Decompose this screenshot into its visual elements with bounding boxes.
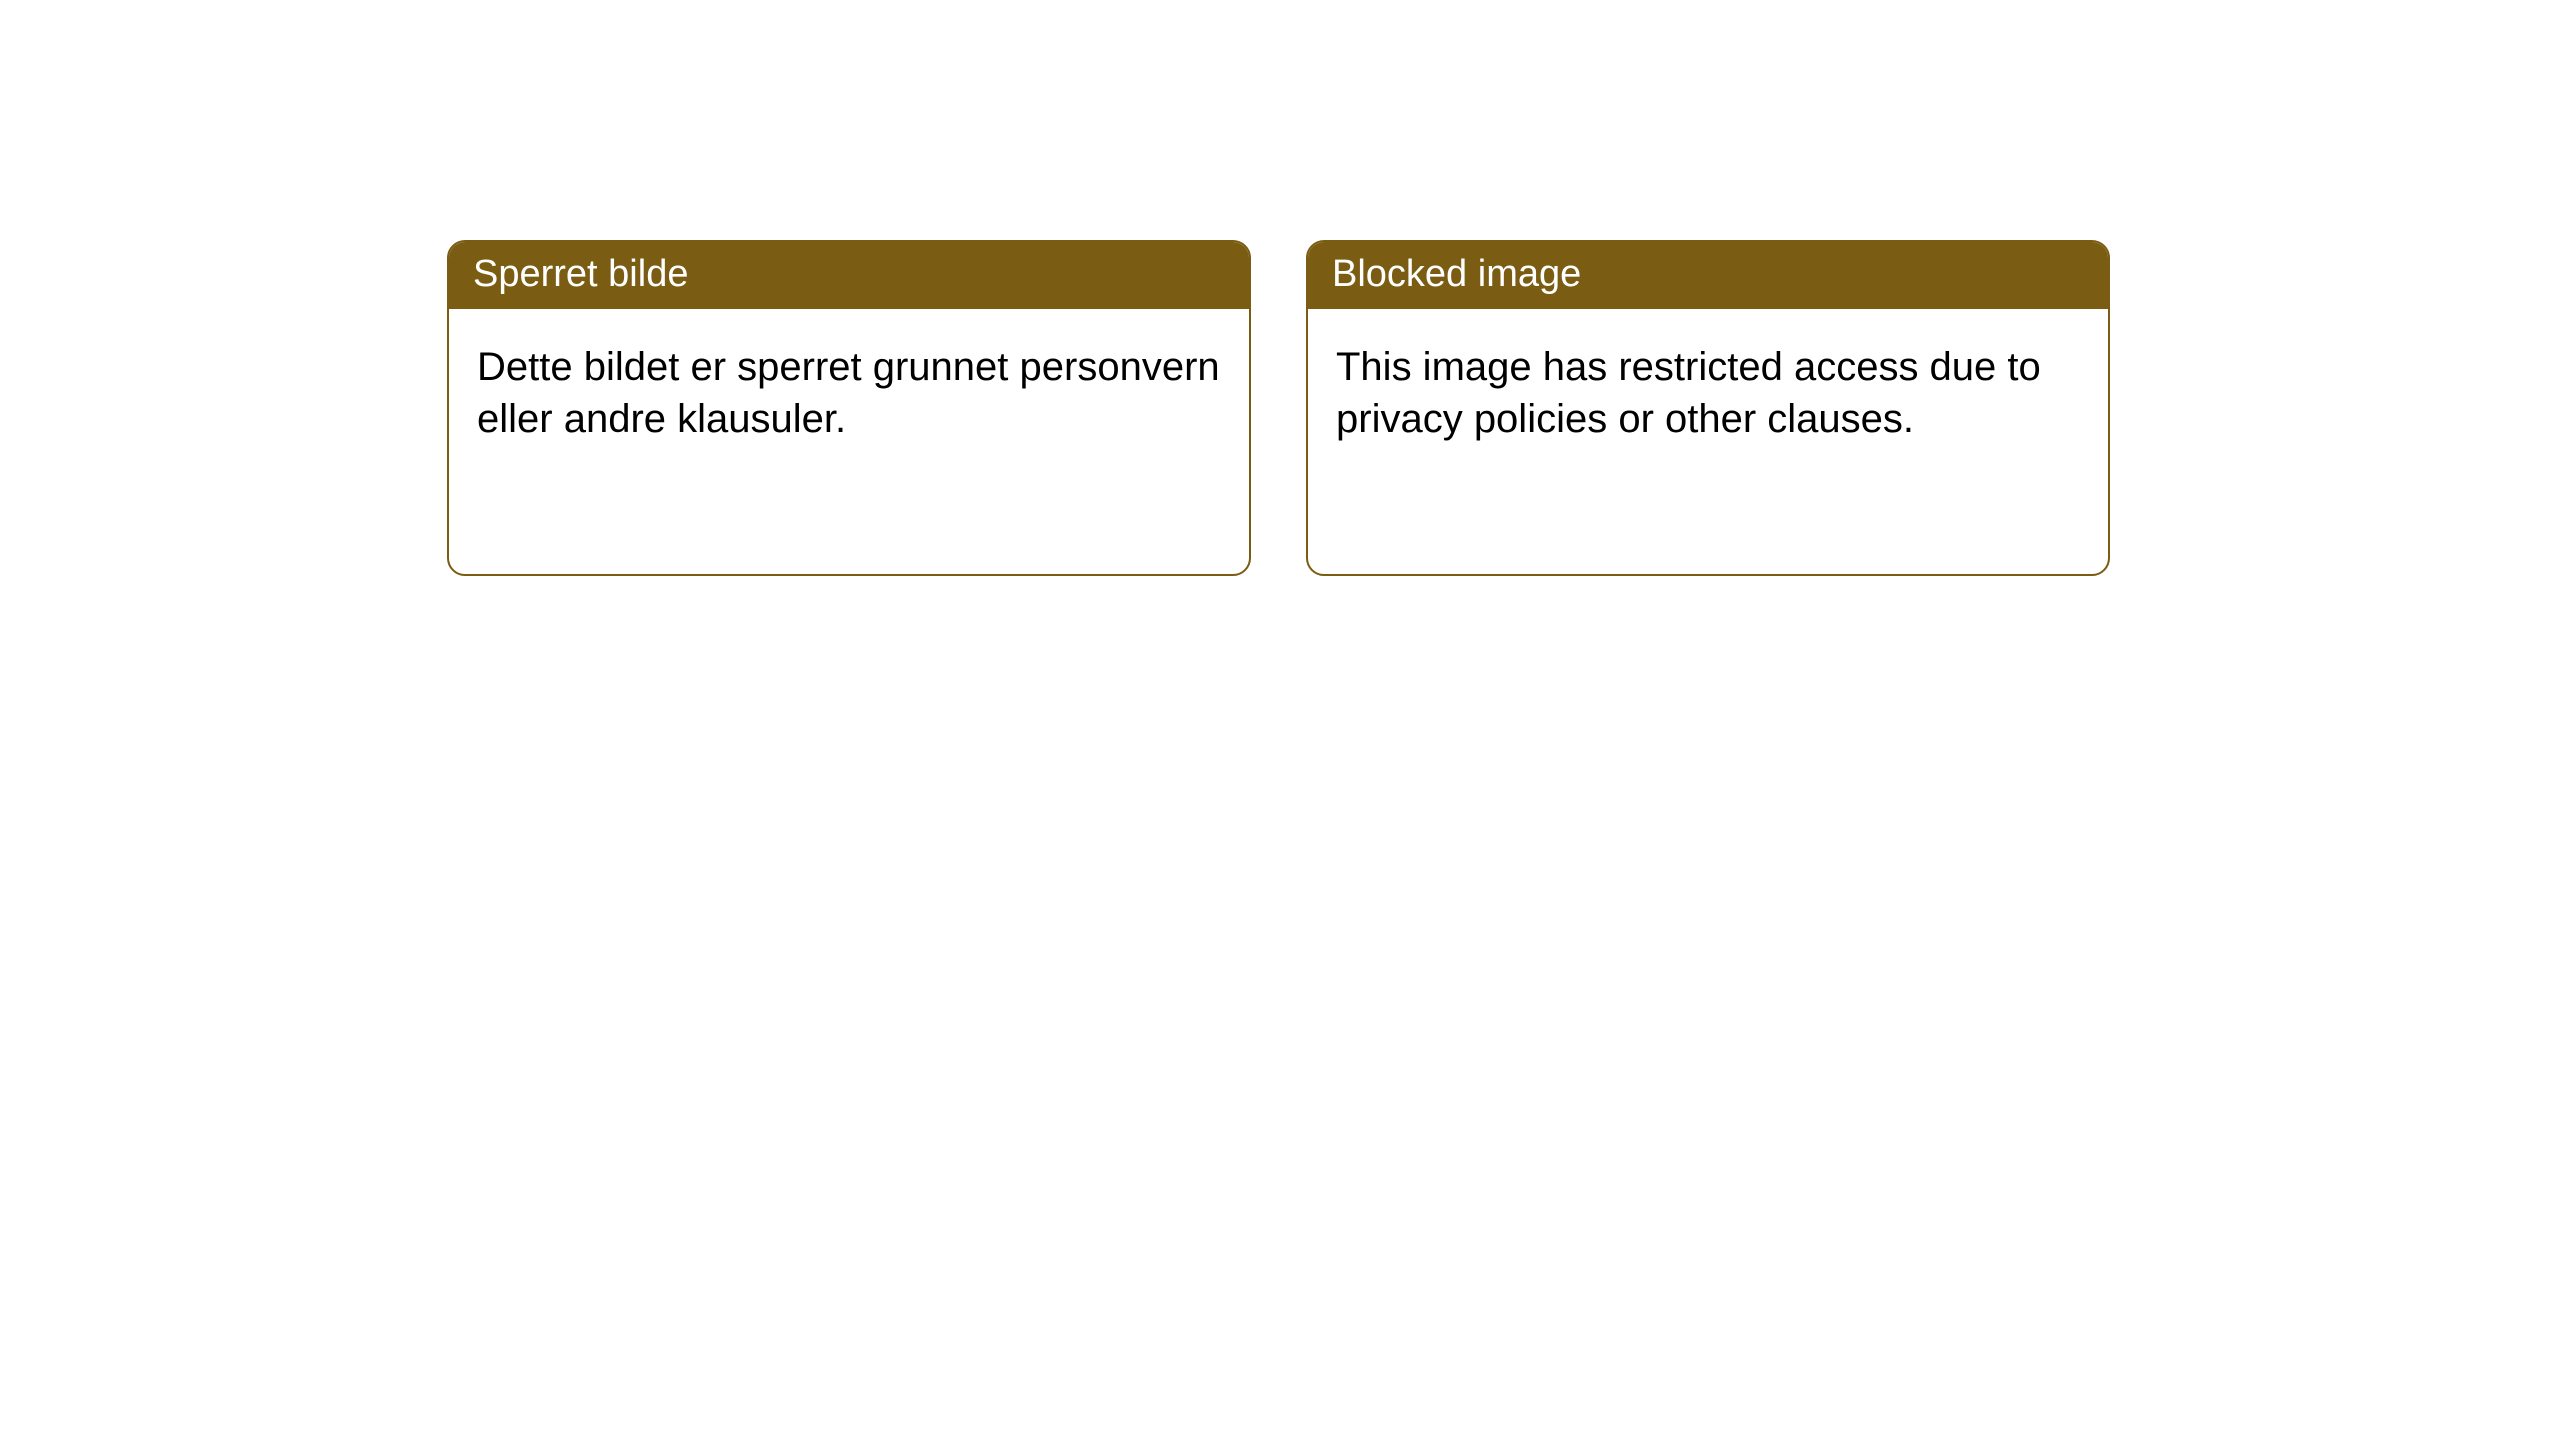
- notice-body: This image has restricted access due to …: [1308, 309, 2108, 477]
- notice-header: Sperret bilde: [449, 242, 1249, 309]
- notice-card-english: Blocked image This image has restricted …: [1306, 240, 2110, 576]
- notice-card-norwegian: Sperret bilde Dette bildet er sperret gr…: [447, 240, 1251, 576]
- notice-container: Sperret bilde Dette bildet er sperret gr…: [447, 240, 2110, 576]
- notice-header: Blocked image: [1308, 242, 2108, 309]
- notice-body: Dette bildet er sperret grunnet personve…: [449, 309, 1249, 477]
